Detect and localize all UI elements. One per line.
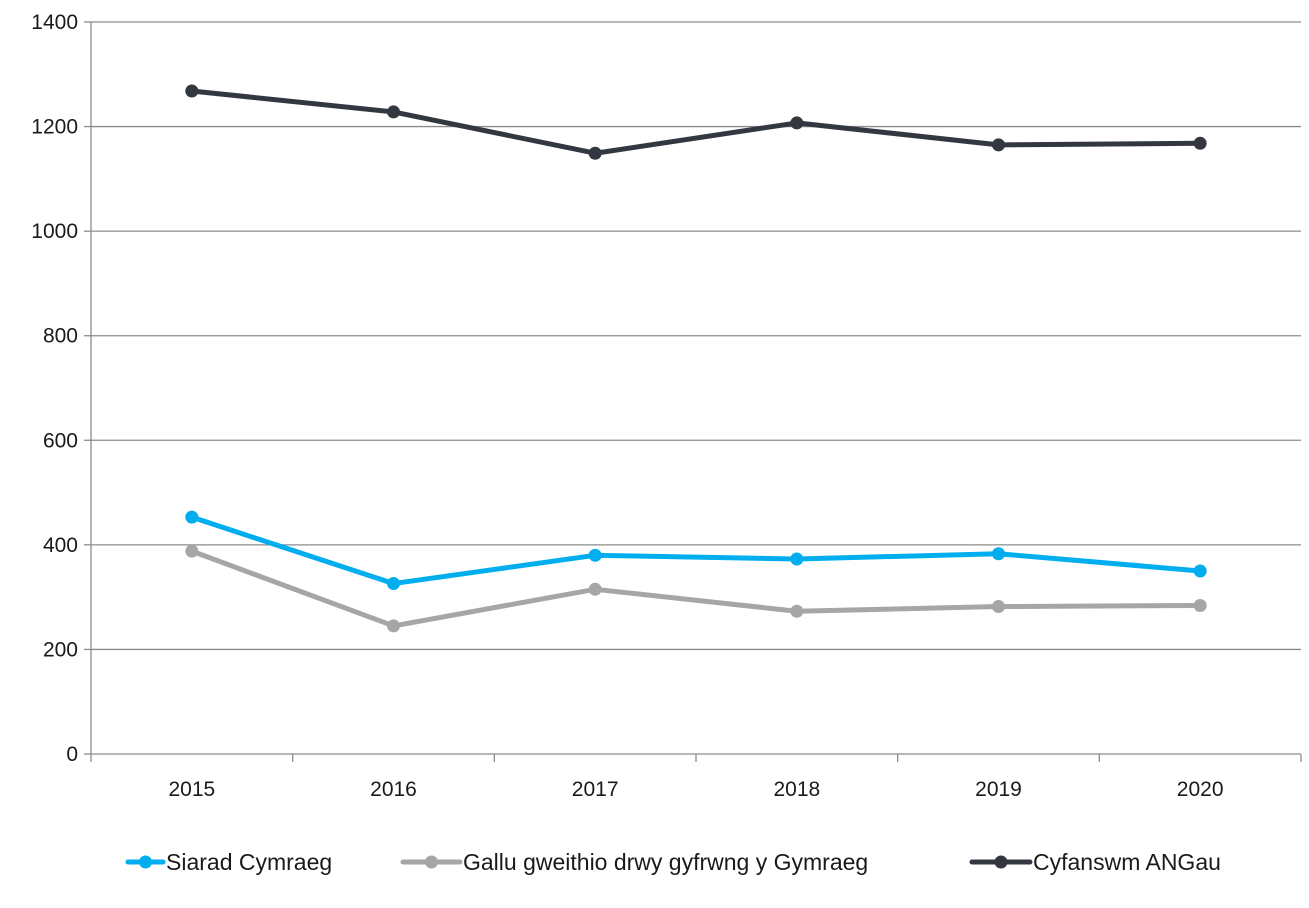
legend-swatch-marker [994, 855, 1008, 869]
series-0 [185, 510, 1207, 591]
data-point [588, 146, 602, 160]
data-point [1193, 136, 1207, 150]
x-tick-label: 2018 [773, 778, 820, 801]
series-2 [185, 84, 1207, 160]
axes [84, 21, 1302, 762]
gridlines [91, 21, 1301, 651]
y-tick-label: 600 [43, 429, 78, 452]
x-tick-label: 2019 [975, 778, 1022, 801]
legend-item: Gallu gweithio drwy gyfrwng y Gymraeg [400, 849, 868, 875]
legend: Siarad Cymraeg Gallu gweithio drwy gyfrwn… [125, 849, 1221, 875]
data-point [992, 600, 1005, 614]
y-tick-label: 0 [66, 743, 78, 766]
data-point [387, 105, 400, 119]
y-tick-label: 200 [43, 638, 78, 661]
x-tick-label: 2016 [370, 778, 417, 801]
series-lines [185, 84, 1207, 633]
legend-swatch-marker [425, 855, 438, 869]
data-point [387, 577, 400, 591]
legend-item: Cyfanswm ANGau [969, 849, 1221, 875]
y-tick-label: 1400 [31, 11, 78, 34]
data-point [992, 547, 1005, 561]
legend-label: Cyfanswm ANGau [1033, 849, 1221, 875]
legend-item: Siarad Cymraeg [125, 849, 332, 875]
series-line [189, 88, 1203, 156]
data-point [588, 548, 602, 562]
data-point [992, 138, 1005, 152]
x-axis-tick-labels: 2015 2016 2017 2018 2019 2020 [168, 778, 1223, 801]
data-point [387, 619, 400, 633]
legend-swatch-marker [139, 855, 152, 869]
series-1 [185, 544, 1207, 633]
data-point [185, 544, 199, 558]
x-tick-label: 2020 [1177, 778, 1224, 801]
x-tick-label: 2017 [572, 778, 619, 801]
data-point [185, 84, 199, 98]
data-point [790, 116, 804, 130]
x-tick-label: 2015 [168, 778, 215, 801]
data-point [588, 582, 602, 596]
legend-label: Siarad Cymraeg [166, 849, 332, 875]
y-tick-label: 1200 [31, 116, 78, 139]
y-axis-tick-labels: 0 200 400 600 800 1000 1200 1400 [31, 11, 78, 766]
data-point [790, 552, 804, 566]
y-tick-label: 800 [43, 325, 78, 348]
series-line [189, 548, 1203, 629]
data-point [185, 510, 199, 524]
series-line [189, 514, 1203, 587]
data-point [1193, 564, 1207, 578]
data-point [790, 604, 804, 618]
legend-label: Gallu gweithio drwy gyfrwng y Gymraeg [463, 849, 868, 875]
y-tick-label: 400 [43, 534, 78, 557]
data-point [1193, 599, 1207, 613]
y-tick-label: 1000 [31, 220, 78, 243]
